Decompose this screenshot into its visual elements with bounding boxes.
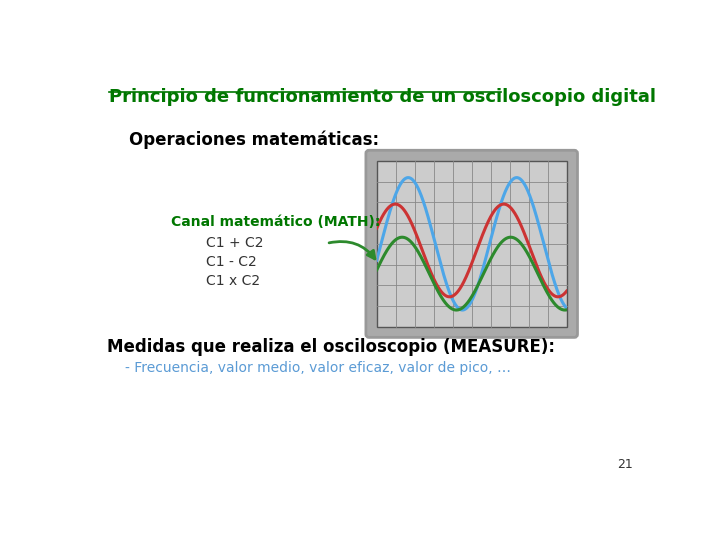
FancyBboxPatch shape [366,150,577,338]
Text: - Frecuencia, valor medio, valor eficaz, valor de pico, …: - Frecuencia, valor medio, valor eficaz,… [125,361,511,375]
Text: Medidas que realiza el osciloscopio (MEASURE):: Medidas que realiza el osciloscopio (MEA… [107,338,555,356]
Bar [377,161,567,327]
Text: 21: 21 [617,458,632,471]
Text: Operaciones matemáticas:: Operaciones matemáticas: [129,130,379,148]
Text: Principio de funcionamiento de un osciloscopio digital: Principio de funcionamiento de un oscilo… [109,88,657,106]
Text: C1 - C2: C1 - C2 [206,255,257,269]
Text: C1 + C2: C1 + C2 [206,236,264,249]
Text: C1 x C2: C1 x C2 [206,274,261,288]
Text: Canal matemático (MATH):: Canal matemático (MATH): [171,215,381,229]
